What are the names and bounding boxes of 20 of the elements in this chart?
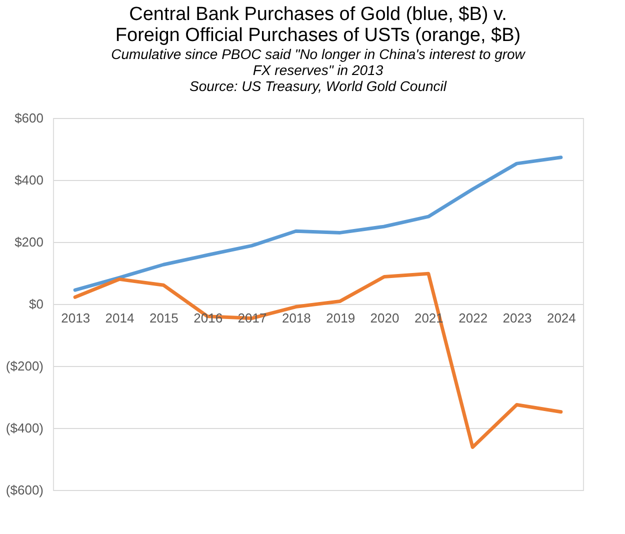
x-tick-label: 2015 bbox=[149, 310, 178, 326]
x-tick-label: 2013 bbox=[61, 310, 90, 326]
x-tick-label: 2020 bbox=[370, 310, 400, 326]
y-tick-label: ($400) bbox=[6, 420, 44, 436]
source-note: Source: US Treasury, World Gold Council bbox=[189, 78, 448, 94]
y-tick-label: ($200) bbox=[6, 358, 44, 374]
line-series bbox=[73, 156, 563, 292]
y-tick-label: $200 bbox=[14, 234, 44, 250]
chart-subtitle: Cumulative since PBOC said "No longer in China's interest to grow FX reserves" in 2013 bbox=[111, 46, 526, 78]
chart-title: Central Bank Purchases of Gold (blue, $B) v. Foreign Official Purchases of USTs (orange, $B) bbox=[115, 4, 521, 46]
x-tick-label: 2024 bbox=[546, 310, 576, 326]
y-tick-label: ($600) bbox=[6, 482, 44, 498]
x-tick-label: 2019 bbox=[326, 310, 356, 326]
x-tick-label: 2023 bbox=[502, 310, 532, 326]
x-tick-label: 2014 bbox=[105, 310, 134, 326]
y-tick-label: $400 bbox=[14, 172, 44, 188]
x-tick-label: 2018 bbox=[282, 310, 311, 326]
y-tick-label: $600 bbox=[14, 110, 44, 126]
x-tick-label: 2022 bbox=[458, 310, 488, 326]
y-tick-label: $0 bbox=[29, 296, 44, 312]
